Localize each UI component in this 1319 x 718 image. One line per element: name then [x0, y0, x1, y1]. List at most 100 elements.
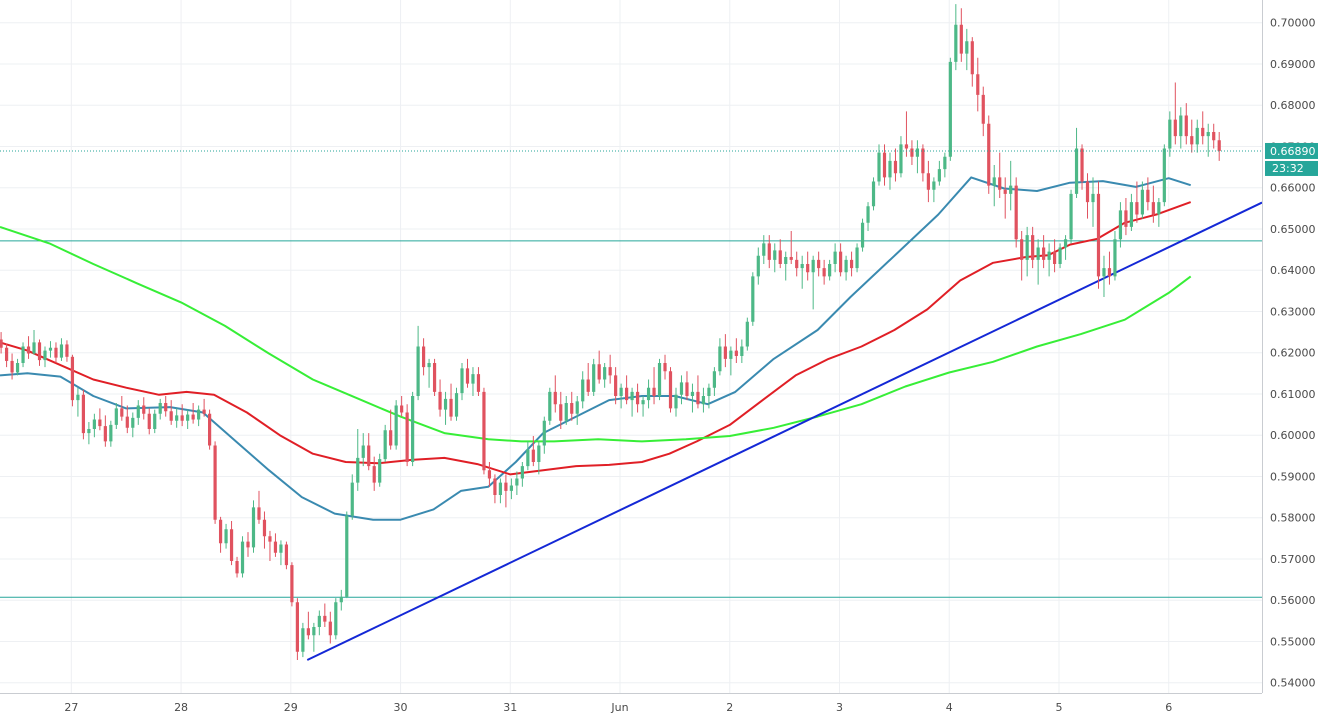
candle-body — [240, 541, 245, 574]
candle-body — [762, 243, 766, 256]
candle-body — [43, 350, 47, 361]
candle-body — [740, 346, 744, 356]
price-tick-label: 0.60000 — [1270, 429, 1316, 442]
candle-body — [564, 403, 568, 421]
trendline — [306, 201, 1263, 661]
candle-body — [614, 375, 618, 396]
current-price-value: 0.66890 — [1270, 145, 1316, 158]
candle-body — [970, 41, 974, 75]
candle-body — [597, 364, 601, 380]
candle-body — [1124, 210, 1128, 227]
candle-body — [959, 24, 963, 54]
candle-body — [526, 449, 530, 467]
candle-body — [943, 156, 947, 170]
candle-body — [789, 256, 793, 260]
candle-body — [1146, 189, 1150, 203]
candle-body — [334, 602, 338, 636]
candle-body — [553, 391, 557, 405]
candle-body — [937, 169, 941, 182]
candle-body — [712, 371, 717, 388]
candle-body — [378, 459, 382, 483]
candle-body — [202, 409, 206, 414]
price-tick-label: 0.54000 — [1270, 677, 1316, 690]
candle-body — [81, 394, 86, 434]
candle-body — [1173, 119, 1177, 137]
candle-body — [822, 268, 826, 277]
candle-body — [1058, 247, 1062, 264]
candle-body — [1113, 239, 1117, 277]
candle-body — [504, 482, 508, 491]
candle-body — [10, 360, 14, 373]
candle-body — [778, 250, 782, 264]
candle-body — [15, 363, 20, 373]
candle-body — [904, 144, 909, 149]
candle-body — [1074, 148, 1079, 194]
candle-body — [679, 382, 684, 395]
candle-body — [197, 409, 201, 420]
candle-body — [608, 367, 612, 376]
candle-body — [701, 396, 706, 405]
candle-body — [1052, 251, 1057, 264]
candle-body — [855, 247, 859, 269]
candle-body — [625, 387, 629, 401]
candle-body — [317, 615, 321, 627]
time-tick-label: 3 — [836, 701, 843, 714]
candle-body — [208, 413, 212, 446]
candle-body — [592, 364, 596, 392]
candle-body — [279, 544, 283, 553]
candle-body — [306, 628, 310, 636]
candle-body — [147, 413, 151, 429]
candle-body — [131, 417, 135, 428]
time-tick-label: 6 — [1165, 701, 1172, 714]
candle-body — [1157, 202, 1161, 215]
candle-body — [26, 346, 31, 354]
grid — [0, 0, 1262, 693]
candle-body — [1184, 115, 1188, 137]
candle-body — [707, 387, 711, 396]
candle-body — [356, 457, 360, 483]
candle-body — [1151, 202, 1155, 215]
candle-body — [405, 412, 409, 462]
time-tick-label: 30 — [394, 701, 408, 714]
candle-body — [646, 387, 651, 401]
candle-body — [537, 445, 541, 462]
candle-body — [1195, 127, 1199, 145]
candle-body — [345, 515, 349, 597]
candle-body — [460, 368, 464, 394]
candle-body — [586, 379, 590, 392]
candle-body — [882, 152, 887, 178]
price-tick-label: 0.58000 — [1270, 512, 1316, 525]
candle-body — [1217, 140, 1221, 151]
candle-body — [1129, 202, 1134, 227]
candle-body — [1179, 115, 1183, 137]
candle-body — [120, 408, 124, 417]
candle-body — [1168, 119, 1172, 149]
candle-body — [350, 482, 354, 516]
candle-body — [619, 387, 623, 396]
candle-body — [1009, 185, 1013, 194]
candle-body — [509, 485, 513, 491]
candle-body — [784, 256, 788, 264]
price-tick-label: 0.69000 — [1270, 58, 1316, 71]
horizontal-levels — [0, 240, 1262, 598]
candle-body — [515, 478, 519, 486]
candle-body — [926, 173, 930, 190]
candle-body — [295, 602, 299, 652]
candle-body — [751, 276, 755, 322]
candle-body — [421, 346, 426, 368]
candle-body — [229, 529, 234, 561]
candle-body — [948, 61, 952, 157]
candle-body — [65, 344, 69, 357]
candle-body — [1162, 148, 1166, 203]
candle-body — [136, 405, 140, 418]
candle-body — [465, 368, 470, 384]
candle-body — [915, 148, 920, 157]
candle-body — [745, 321, 749, 347]
candle-body — [235, 561, 239, 574]
price-tick-label: 0.65000 — [1270, 223, 1316, 236]
candle-body — [811, 259, 815, 273]
moving-average-line — [0, 201, 1192, 476]
candle-body — [981, 94, 985, 124]
